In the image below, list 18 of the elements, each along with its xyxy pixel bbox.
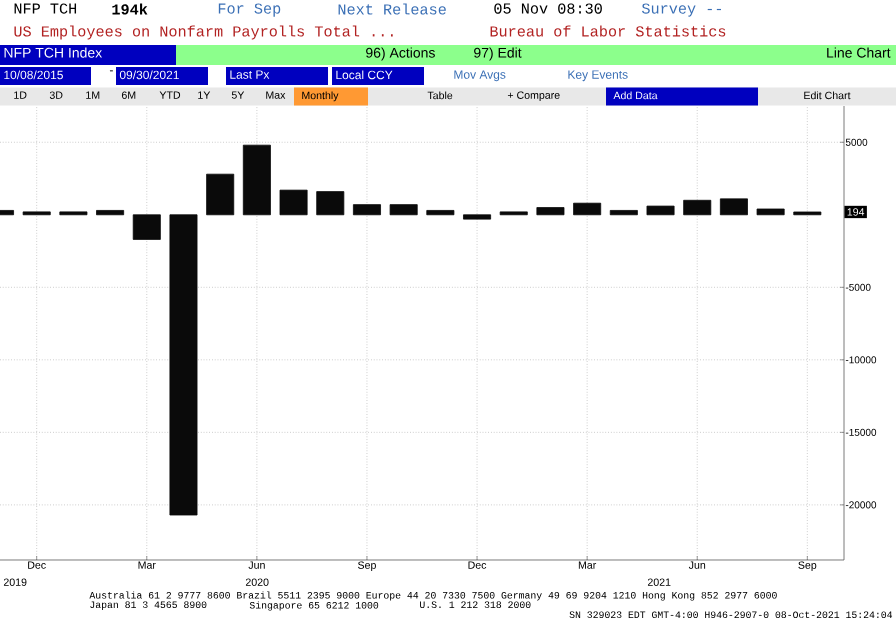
bar: [96, 210, 125, 216]
bar: [206, 173, 235, 216]
bar: [279, 189, 308, 216]
bar: [646, 205, 675, 216]
bar: [352, 204, 381, 216]
bar: [719, 198, 748, 216]
bar: [426, 210, 455, 216]
bar: [536, 207, 565, 216]
bar: [683, 199, 712, 216]
bar: [169, 214, 198, 516]
bar: [316, 191, 345, 216]
bar: [609, 210, 638, 216]
bar: [756, 208, 785, 216]
bar: [132, 214, 161, 240]
bar: [463, 214, 492, 220]
bar: [242, 144, 271, 216]
bar: [573, 202, 602, 216]
bar: [389, 204, 418, 216]
